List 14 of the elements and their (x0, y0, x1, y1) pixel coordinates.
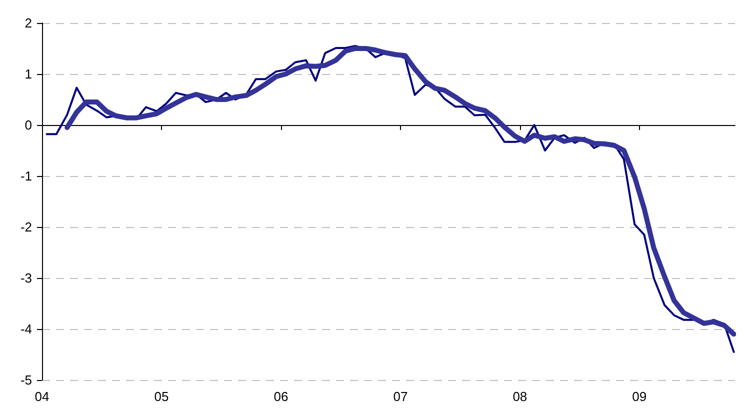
x-tick-label: 07 (393, 389, 408, 404)
y-tick-label: 2 (24, 16, 32, 30)
x-tick-label: 08 (512, 389, 528, 404)
y-tick-label: -3 (20, 270, 32, 286)
x-tick-label: 04 (34, 389, 50, 404)
y-tick-label: -2 (20, 220, 32, 234)
y-tick-label: 0 (24, 118, 32, 132)
y-tick-label: -1 (20, 168, 32, 184)
x-tick-label: 09 (632, 389, 647, 404)
y-tick-label: -4 (20, 322, 32, 336)
y-tick-label: 1 (24, 66, 32, 82)
x-tick-label: 05 (154, 389, 169, 404)
y-tick-label: -5 (20, 372, 32, 388)
x-tick-label: 06 (274, 389, 288, 404)
